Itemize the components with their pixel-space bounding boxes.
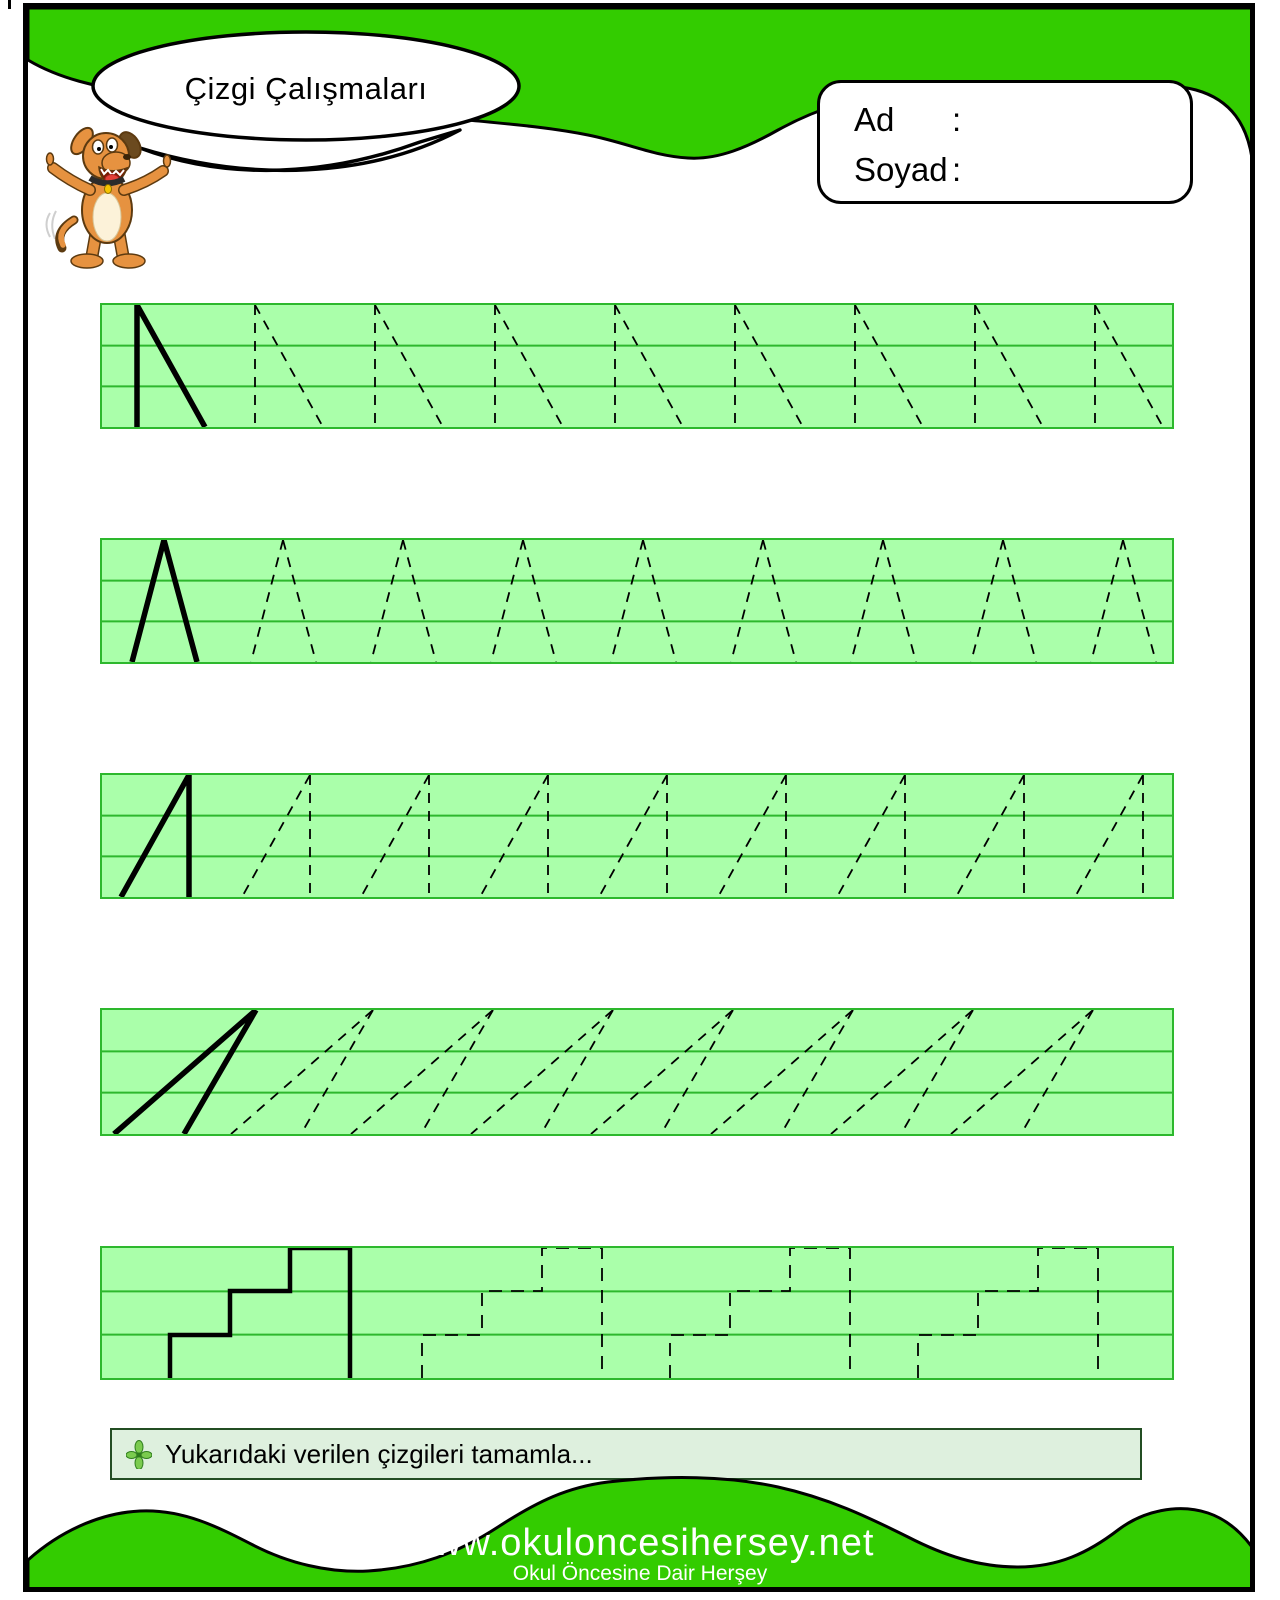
name-row-ad: Ad :: [854, 95, 1190, 145]
soyad-colon: :: [952, 151, 962, 188]
page-title: Çizgi Çalışmaları: [184, 71, 428, 106]
name-row-soyad: Soyad :: [854, 145, 1190, 195]
trace-band-2: [100, 538, 1174, 664]
instruction-text: Yukarıdaki verilen çizgileri tamamla...: [165, 1438, 593, 1469]
footer-tagline: Okul Öncesine Dair Herşey: [512, 1562, 768, 1585]
trace-band-3: [100, 773, 1174, 899]
footer-wave: [28, 1476, 1252, 1592]
scan-artifact-mark: [8, 0, 11, 9]
footer-url: www.okuloncesihersey.net: [405, 1522, 875, 1564]
trace-band-4: [100, 1008, 1174, 1136]
soyad-label: Soyad: [854, 151, 948, 188]
ad-label: Ad: [854, 101, 895, 138]
trace-band-5: [100, 1246, 1174, 1380]
speech-bubble: [91, 30, 521, 173]
name-box: Ad : Soyad :: [817, 80, 1193, 204]
clover-icon: [126, 1440, 152, 1469]
instruction-bar: Yukarıdaki verilen çizgileri tamamla...: [110, 1428, 1142, 1480]
dog-mascot: [45, 126, 172, 269]
trace-band-1: [100, 303, 1174, 429]
ad-colon: :: [952, 101, 962, 138]
